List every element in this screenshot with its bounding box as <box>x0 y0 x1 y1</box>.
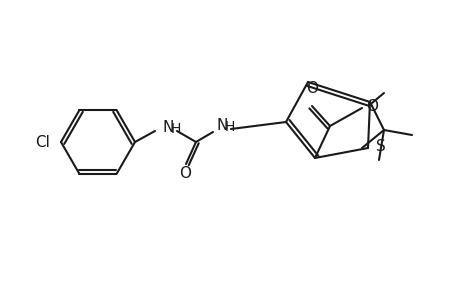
Text: H: H <box>170 122 181 136</box>
Text: Cl: Cl <box>35 134 50 149</box>
Text: O: O <box>179 166 190 181</box>
Text: S: S <box>375 139 385 154</box>
Text: O: O <box>305 81 317 96</box>
Text: O: O <box>365 98 377 113</box>
Text: N: N <box>216 118 227 133</box>
Text: H: H <box>224 120 235 134</box>
Text: N: N <box>162 119 174 134</box>
